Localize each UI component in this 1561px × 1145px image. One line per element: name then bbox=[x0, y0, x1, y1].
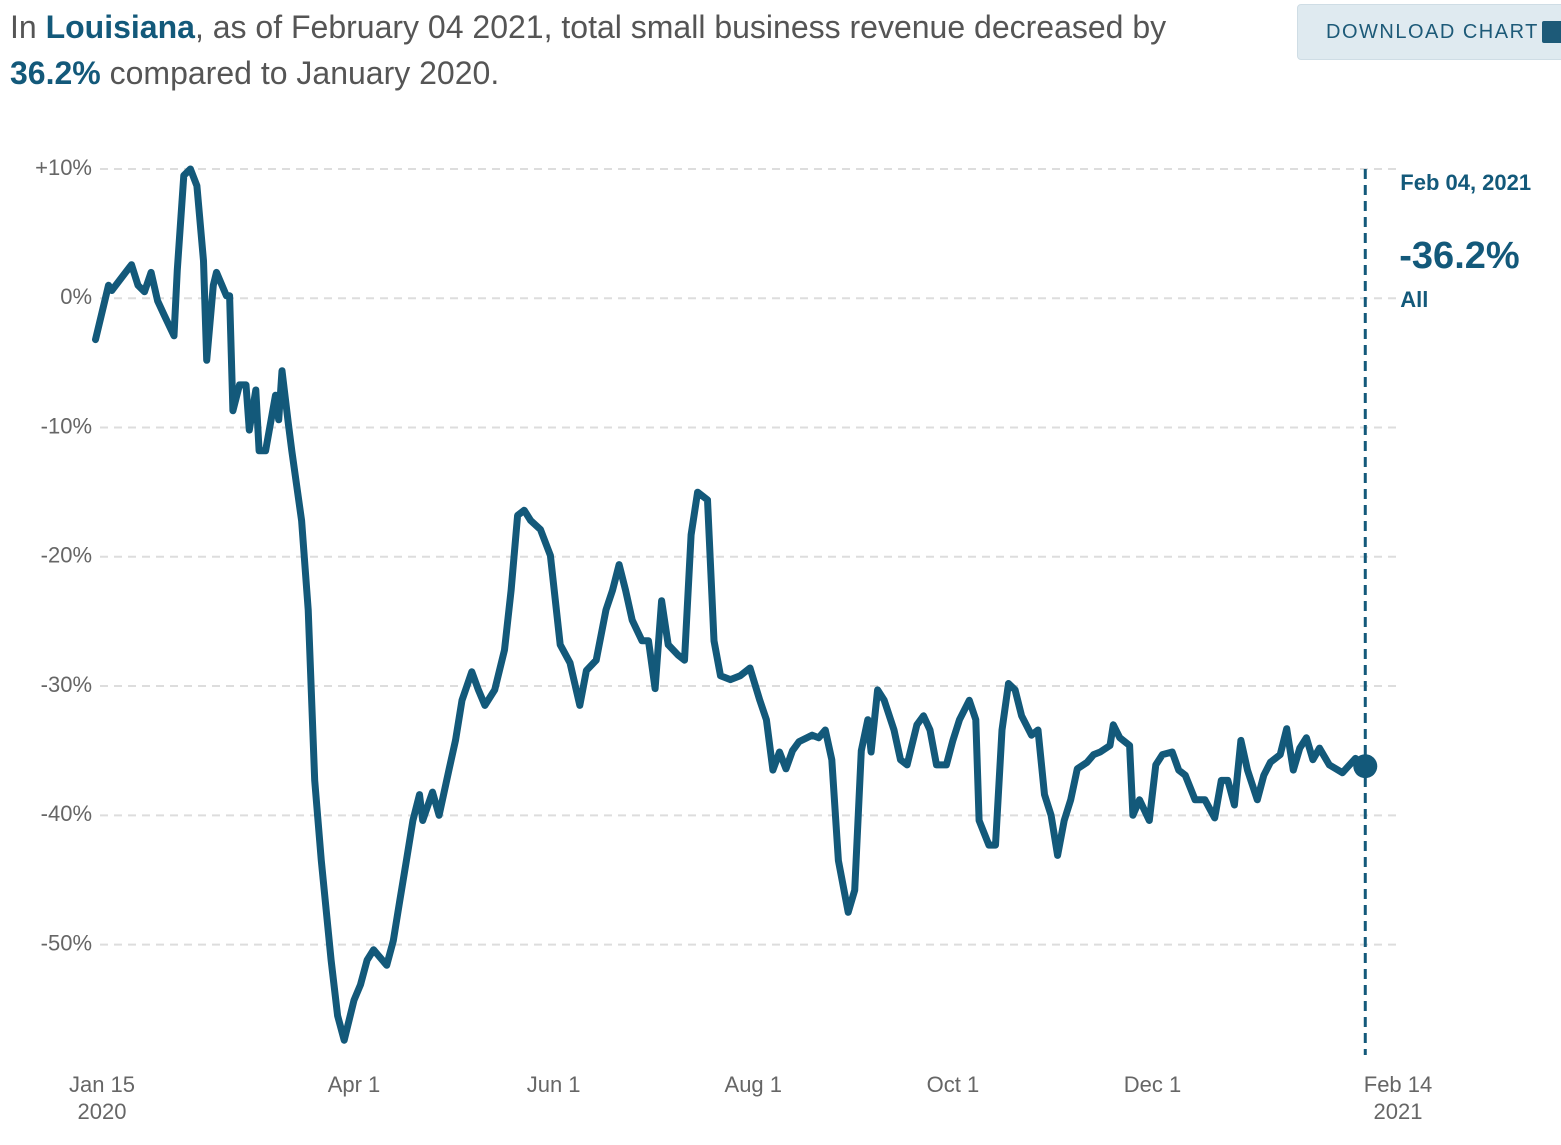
download-icon[interactable] bbox=[1542, 21, 1561, 43]
y-tick-label: 0% bbox=[60, 284, 92, 309]
x-tick-label: Aug 1 bbox=[725, 1072, 783, 1097]
y-tick-label: -20% bbox=[41, 543, 92, 568]
y-tick-label: -30% bbox=[41, 672, 92, 697]
headline-text: , as of February 04 2021, total small bu… bbox=[194, 9, 1167, 45]
download-button[interactable]: DOWNLOAD CHART bbox=[1297, 4, 1561, 60]
x-tick-label: Feb 14 bbox=[1364, 1072, 1433, 1097]
highlight-date: Feb 04, 2021 bbox=[1400, 170, 1531, 195]
line bbox=[92, 165, 1369, 1044]
headline-place: Louisiana bbox=[45, 9, 195, 45]
highlight-value: -36.2% bbox=[1399, 235, 1519, 277]
button-label[interactable]: DOWNLOAD CHART bbox=[1326, 21, 1539, 43]
y-tick-label: +10% bbox=[35, 155, 92, 180]
series-name: All bbox=[1400, 287, 1428, 312]
x-tick-label: Oct 1 bbox=[927, 1072, 980, 1097]
x-tick-year: 2021 bbox=[1374, 1099, 1423, 1124]
y-tick-label: -50% bbox=[41, 930, 92, 955]
x-tick-label: Apr 1 bbox=[328, 1072, 381, 1097]
x-tick-year: 2020 bbox=[78, 1099, 127, 1124]
headline-change: 36.2% bbox=[10, 55, 101, 91]
y-tick-label: -40% bbox=[41, 801, 92, 826]
x-tick-label: Jan 15 bbox=[69, 1072, 135, 1097]
headline-text: compared to January 2020. bbox=[109, 55, 500, 91]
x-tick-label: Jun 1 bbox=[527, 1072, 581, 1097]
y-tick-label: -10% bbox=[41, 413, 92, 438]
headline-text: In bbox=[10, 9, 37, 45]
end-point bbox=[1353, 754, 1378, 779]
x-tick-label: Dec 1 bbox=[1124, 1072, 1181, 1097]
headline: In Louisiana, as of February 04 2021, to… bbox=[10, 4, 1270, 96]
